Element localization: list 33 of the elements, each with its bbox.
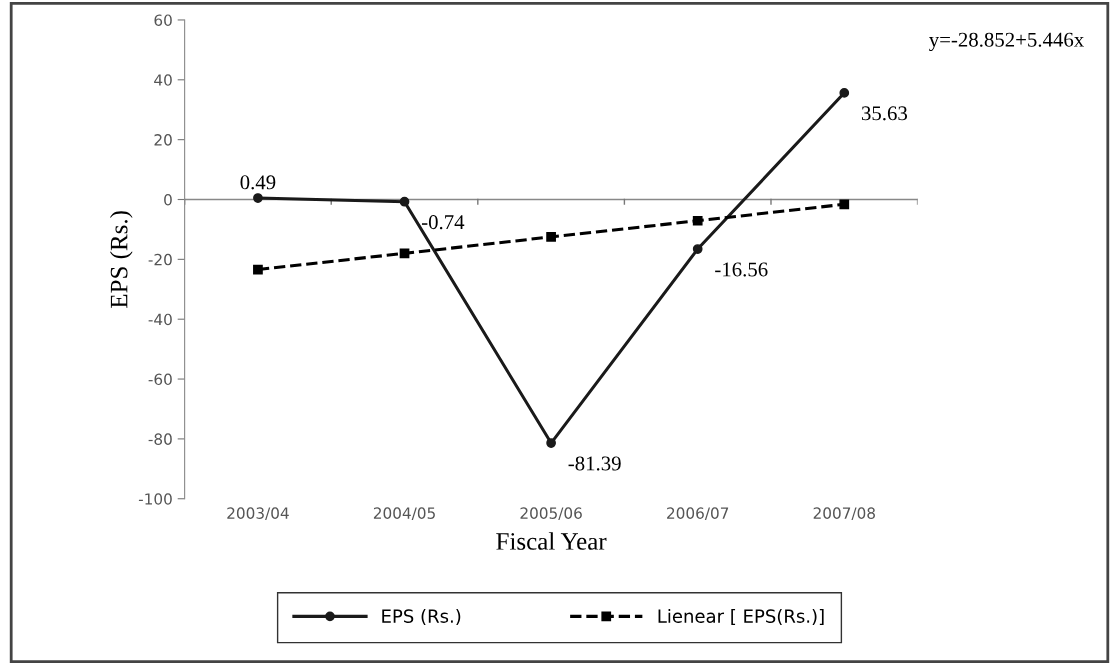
point [253,264,263,275]
data-label: 35.63 [861,106,908,121]
x-tick-label: 2006/07 [667,507,729,521]
y-tick-label: 0 [164,193,172,206]
data-label: -81.39 [568,456,621,471]
data-label: 0.49 [240,175,276,190]
y-tick-label: -40 [148,313,172,326]
legend-label: Lienear [ EPS(Rs.)] [658,608,824,626]
x-tick-label: 2007/08 [813,507,875,521]
y-tick-label: 20 [154,134,172,146]
text: y=-28.852+5.446x [929,32,1084,52]
y-tick-label: 40 [154,74,172,86]
y-tick-label: -20 [148,253,172,266]
point [839,199,850,210]
point [546,438,556,448]
data-label: -16.56 [715,262,768,277]
y-axis-title: EPS (Rs.) [109,211,133,308]
point [692,215,703,226]
x-axis-title: Fiscal Year [496,532,607,550]
data-label: -0.74 [421,215,465,230]
y-tick-label: -60 [148,373,172,386]
y-tick-label: -80 [148,433,172,445]
x-tick-label: 2005/06 [520,507,582,521]
x-tick-label: 2003/04 [227,507,289,521]
point [546,232,556,242]
point [692,244,703,254]
point [839,88,850,98]
y-tick-label: -100 [138,493,172,505]
y-tick-label: 60 [154,14,172,26]
point [399,196,410,207]
point [253,193,263,203]
x-tick-label: 2004/05 [373,507,435,521]
legend-label: EPS (Rs.) [382,608,461,626]
